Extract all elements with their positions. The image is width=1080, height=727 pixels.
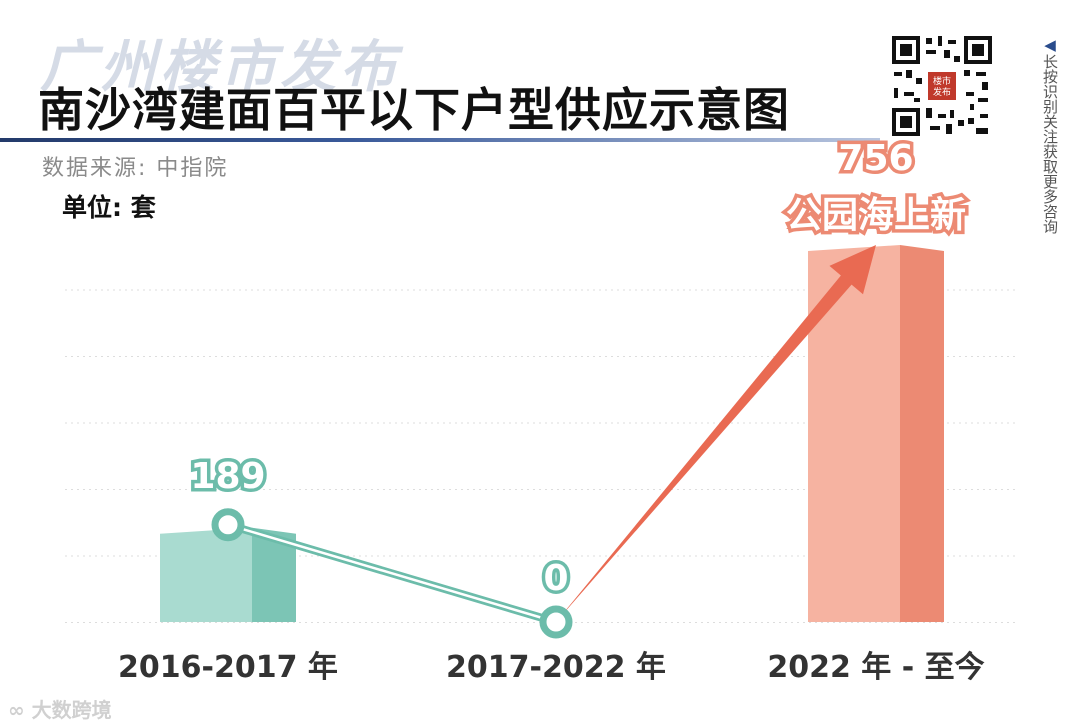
bar	[808, 245, 944, 622]
data-source: 数据来源: 中指院	[42, 156, 229, 181]
growth-arrow	[556, 245, 876, 622]
title-underline	[0, 138, 880, 142]
brand-watermark: 广州楼市发布	[40, 35, 400, 100]
bar	[160, 527, 296, 622]
triangle-left-icon: ◀	[1041, 36, 1059, 54]
data-label: 0	[543, 558, 568, 599]
bottom-watermark: ∞ 大数跨境	[8, 694, 112, 723]
watermark-text: 大数跨境	[31, 698, 112, 722]
bar-side	[900, 245, 944, 622]
svg-text:发布: 发布	[933, 86, 951, 98]
unit-label: 单位: 套	[62, 193, 156, 222]
qr-note-text: 长按识别关注获取更多咨询	[1041, 54, 1059, 234]
trend-line-inner	[227, 523, 557, 624]
data-point	[539, 605, 573, 639]
svg-text:楼市: 楼市	[933, 75, 951, 87]
x-tick-label: 2022 年 - 至今	[767, 650, 984, 685]
qr-code-icon[interactable]: 楼市 发布	[890, 34, 994, 138]
data-label: 756	[838, 138, 913, 179]
qr-note: ◀长按识别关注获取更多咨询	[1002, 36, 1059, 234]
x-tick-label: 2016-2017 年	[118, 650, 338, 685]
infinity-icon: ∞	[8, 698, 25, 722]
data-point	[211, 508, 245, 542]
x-tick-label: 2017-2022 年	[446, 650, 666, 685]
page-title: 南沙湾建面百平以下户型供应示意图	[38, 83, 790, 137]
bar-annotation: 公园海上新	[786, 195, 966, 236]
bar-face	[160, 527, 252, 622]
bar-side	[252, 527, 296, 622]
data-label: 189	[190, 456, 265, 497]
bar-face	[808, 245, 900, 622]
